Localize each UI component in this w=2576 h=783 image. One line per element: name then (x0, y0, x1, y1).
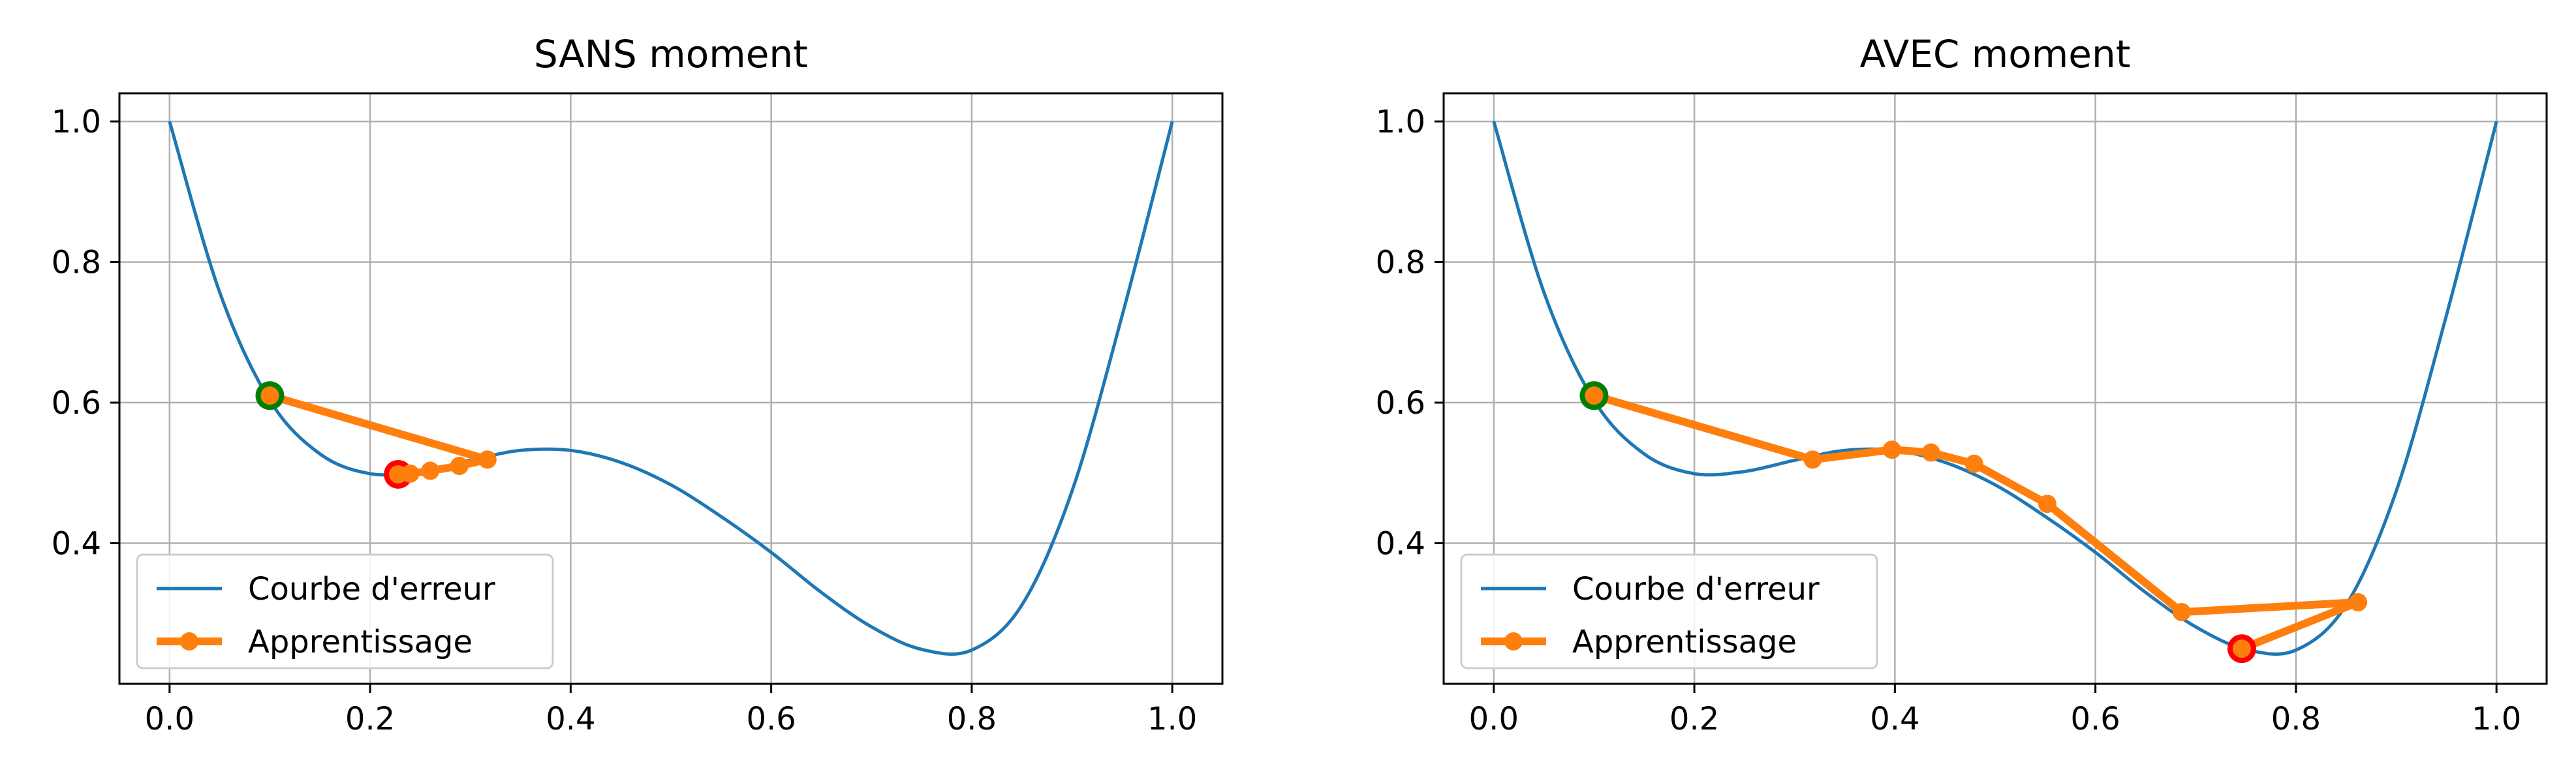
legend-box (1460, 553, 1878, 669)
learning-point (2349, 593, 2368, 612)
x-tick-label: 0.8 (2271, 701, 2321, 737)
y-tick-label: 0.8 (52, 245, 101, 281)
legend-label-apprentissage: Apprentissage (1572, 624, 1797, 660)
y-tick-label: 1.0 (1376, 104, 1425, 140)
legend-marker-apprentissage (1504, 632, 1523, 651)
learning-point (1585, 386, 1604, 405)
x-tick-label: 1.0 (1147, 701, 1197, 737)
learning-point (260, 386, 279, 405)
axes-frame (1442, 92, 2548, 685)
legend-box (136, 553, 554, 669)
x-tick-label: 0.0 (1469, 701, 1519, 737)
y-tick-label: 1.0 (52, 104, 101, 140)
legend: Courbe d'erreur Apprentissage (1460, 553, 1878, 669)
y-tick-label: 0.6 (1376, 385, 1425, 422)
learning-point (2038, 495, 2056, 514)
legend-marker-apprentissage (180, 632, 198, 651)
x-tick-label: 0.4 (1870, 701, 1919, 737)
learning-point (450, 457, 469, 476)
x-tick-label: 1.0 (2472, 701, 2521, 737)
y-axis: 0.4 0.6 0.8 1.0 (1376, 104, 1444, 562)
learning-point (1803, 450, 1822, 469)
learning-point (421, 461, 440, 480)
learning-point (389, 465, 408, 484)
legend-label-apprentissage: Apprentissage (248, 624, 473, 660)
y-axis: 0.4 0.6 0.8 1.0 (52, 104, 119, 562)
learning-point (478, 450, 497, 469)
x-axis: 0.0 0.2 0.4 0.6 0.8 1.0 (1469, 684, 2521, 737)
chart-title: SANS moment (534, 32, 808, 76)
error-curve-line (168, 121, 1174, 656)
chart-title: AVEC moment (1860, 32, 2131, 76)
y-tick-label: 0.8 (1376, 245, 1425, 281)
x-tick-label: 0.2 (345, 701, 395, 737)
x-tick-label: 0.2 (1669, 701, 1719, 737)
x-tick-label: 0.6 (746, 701, 796, 737)
legend: Courbe d'erreur Apprentissage (136, 553, 554, 669)
chart-avec-moment: AVEC moment 0.0 0.2 0.4 0.6 0.8 1.0 0.4 0.6 0.8… (1376, 32, 2548, 737)
learning-point (2172, 603, 2191, 622)
y-tick-label: 0.4 (52, 526, 101, 562)
x-axis: 0.0 0.2 0.4 0.6 0.8 1.0 (145, 684, 1197, 737)
y-tick-label: 0.6 (52, 385, 101, 422)
chart-sans-moment: SANS moment 0.0 0.2 0.4 0.6 0.8 1.0 0.4 0.6 0.8… (52, 32, 1224, 737)
learning-point (1882, 440, 1901, 459)
plot-area (1492, 121, 2498, 664)
learning-point (1964, 454, 1983, 473)
learning-point (2232, 639, 2251, 658)
x-tick-label: 0.4 (546, 701, 595, 737)
error-curve-line (1492, 121, 2498, 656)
plot-area (168, 121, 1174, 656)
x-tick-label: 0.0 (145, 701, 194, 737)
learning-point (1921, 443, 1940, 462)
legend-label-courbe: Courbe d'erreur (248, 571, 495, 607)
x-tick-label: 0.8 (947, 701, 997, 737)
y-tick-label: 0.4 (1376, 526, 1425, 562)
axes-frame (118, 92, 1224, 685)
legend-label-courbe: Courbe d'erreur (1572, 571, 1820, 607)
x-tick-label: 0.6 (2070, 701, 2120, 737)
